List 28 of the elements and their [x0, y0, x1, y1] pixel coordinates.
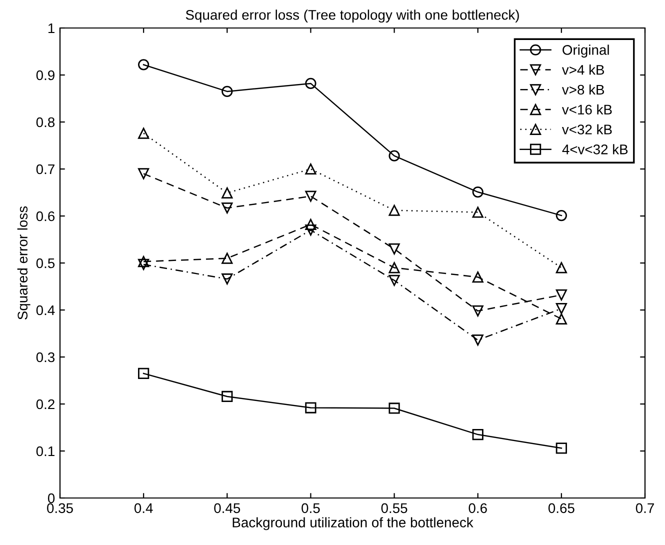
y-tick-label: 0.6	[36, 211, 55, 222]
y-tick-label: 1	[48, 23, 54, 34]
x-tick-label: 0.7	[636, 503, 654, 514]
y-tick-label: 0.7	[36, 164, 54, 174]
chart-title: Squared error loss (Tree topology with one bottleneck)	[186, 10, 519, 23]
legend-label: v>4 kB	[562, 64, 604, 75]
legend-label: 4<v<32 kB	[562, 144, 628, 154]
legend-label: Original	[562, 44, 609, 58]
legend-label: v<16 kB	[562, 104, 612, 115]
y-tick-label: 0	[48, 493, 55, 504]
y-tick-label: 0.2	[36, 399, 54, 410]
x-tick-label: 0.65	[548, 503, 574, 514]
x-tick-label: 0.45	[214, 503, 240, 514]
x-axis-title: Background utilization of the bottleneck	[232, 517, 474, 530]
y-tick-label: 0.8	[36, 117, 55, 128]
legend-label: v>8 kB	[562, 84, 604, 95]
x-tick-label: 0.4	[134, 503, 153, 514]
x-tick-label: 0.5	[302, 503, 320, 514]
y-tick-label: 0.1	[36, 446, 54, 456]
legend-label: v<32 kB	[562, 124, 612, 134]
y-axis-title: Squared error loss	[17, 206, 30, 320]
y-tick-label: 0.9	[36, 70, 54, 80]
y-tick-label: 0.3	[36, 352, 55, 362]
x-tick-label: 0.55	[381, 503, 408, 514]
x-tick-label: 0.6	[468, 503, 487, 514]
y-tick-label: 0.5	[36, 258, 55, 268]
y-tick-label: 0.4	[36, 305, 55, 316]
x-tick-label: 0.35	[47, 503, 73, 514]
